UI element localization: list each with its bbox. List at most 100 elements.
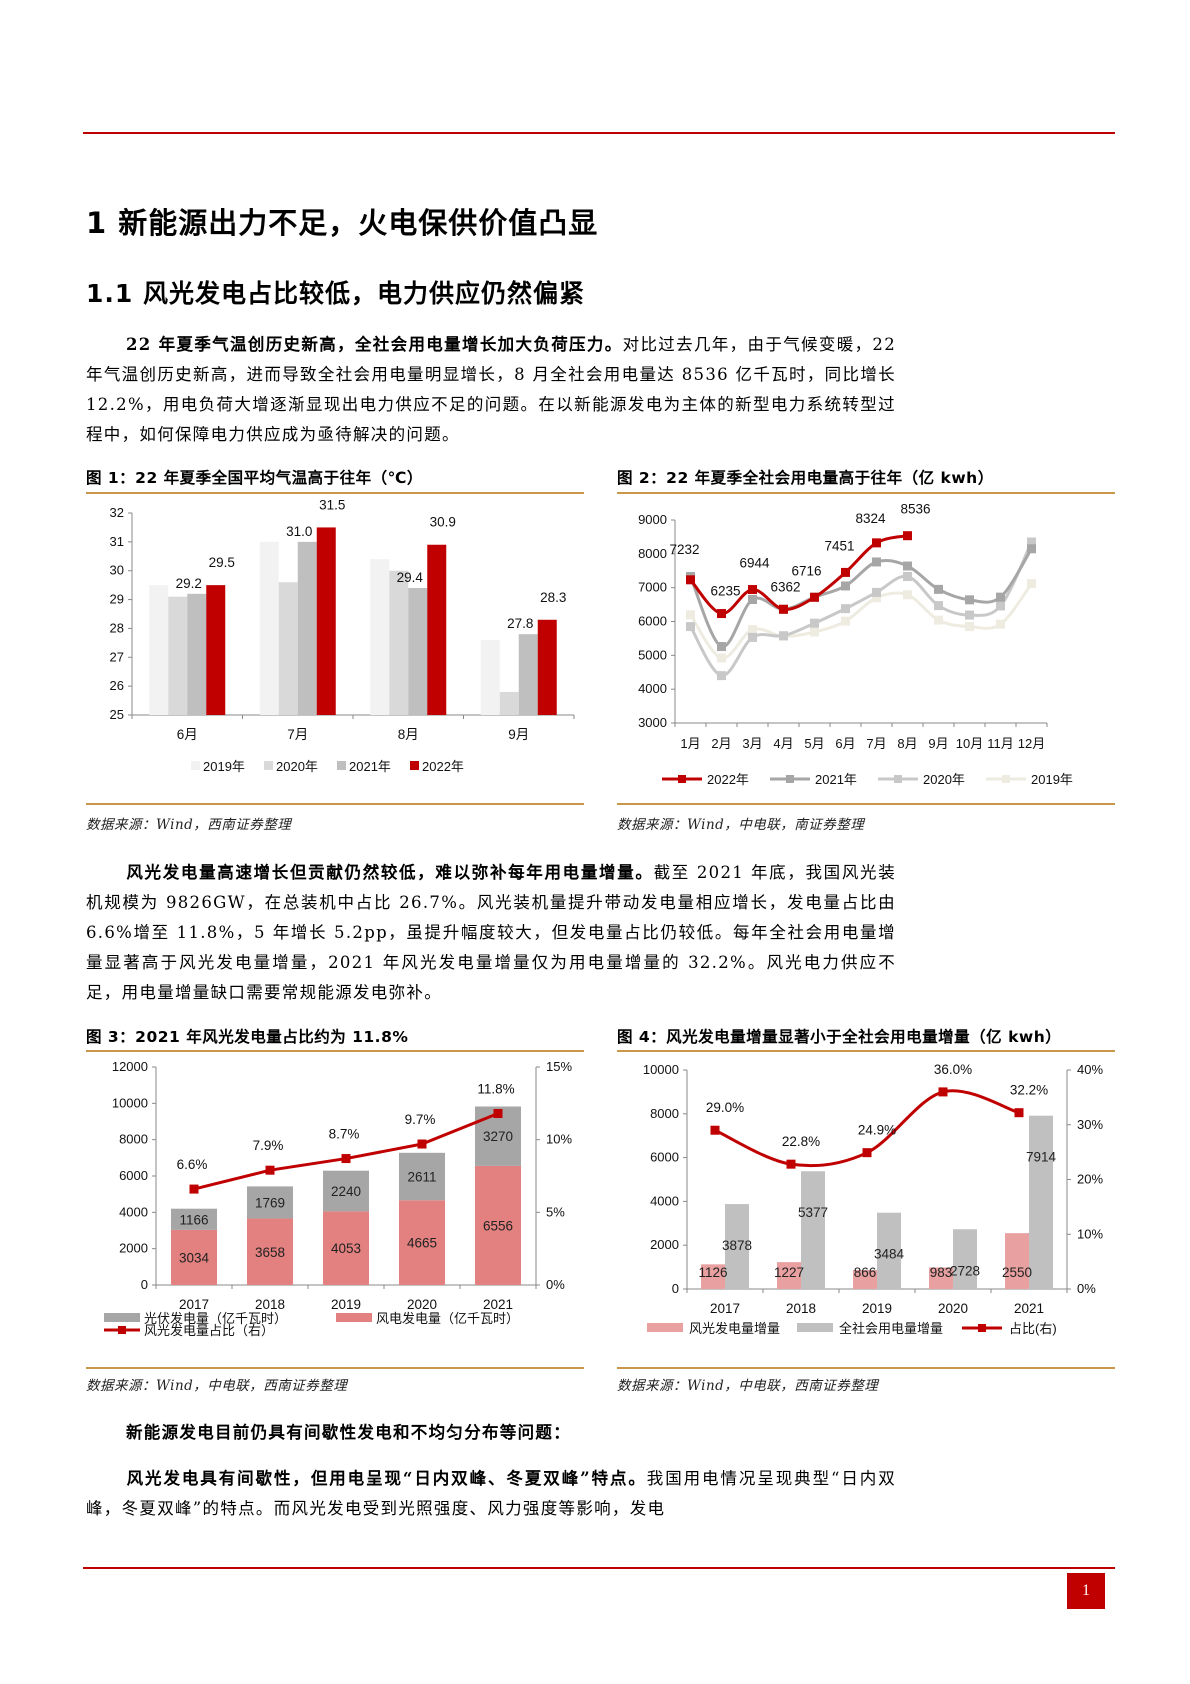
figure-3-bottom-rule: [86, 1367, 584, 1369]
svg-text:36.0%: 36.0%: [934, 1062, 972, 1077]
svg-text:光伏发电量（亿千瓦时）: 光伏发电量（亿千瓦时）: [144, 1311, 287, 1326]
figure-3-source: 数据来源：Wind，中电联，西南证券整理: [86, 1378, 348, 1394]
bar: [259, 541, 279, 715]
figure-2-bottom-rule: [617, 803, 1115, 805]
chart-1-body: 25 26 27 28 29 30 31 32 29.2 29.5 6月 31.0 31.5 7月 29.4…: [110, 497, 575, 774]
figure-1-source: 数据来源：Wind，西南证券整理: [86, 817, 292, 833]
header-rule: [83, 132, 1115, 134]
section-heading: 1 新能源出力不足，火电保供价值凸显: [86, 206, 599, 240]
svg-text:9.7%: 9.7%: [405, 1112, 436, 1127]
figure-4-top-rule: [617, 1050, 1115, 1052]
svg-text:5000: 5000: [638, 647, 667, 662]
bar: [297, 541, 317, 715]
bar: [427, 544, 447, 715]
svg-text:866: 866: [854, 1265, 877, 1280]
svg-text:29.2: 29.2: [176, 576, 202, 591]
svg-text:3878: 3878: [722, 1238, 752, 1253]
svg-text:29.5: 29.5: [209, 555, 235, 570]
figure-2-title: 图 2：22 年夏季全社会用电量高于往年（亿 kwh）: [617, 469, 994, 487]
paragraph-4: 风光发电具有间歇性，但用电呈现“日内双峰、冬夏双峰”特点。我国用电情况呈现典型“…: [86, 1464, 896, 1524]
svg-text:占比(右): 占比(右): [1009, 1321, 1057, 1336]
svg-text:2020: 2020: [938, 1301, 968, 1316]
svg-text:3000: 3000: [638, 715, 667, 730]
svg-text:6月: 6月: [835, 736, 855, 751]
figure-1-bottom-rule: [86, 803, 584, 805]
svg-text:6000: 6000: [638, 614, 667, 629]
svg-text:6235: 6235: [710, 584, 740, 599]
svg-text:2021: 2021: [483, 1297, 513, 1312]
svg-text:3484: 3484: [874, 1247, 905, 1262]
svg-text:6362: 6362: [770, 579, 800, 594]
bar: [499, 691, 519, 715]
svg-text:8月: 8月: [398, 727, 419, 742]
svg-text:0: 0: [141, 1277, 148, 1292]
paragraph-3-lead: 新能源发电目前仍具有间歇性发电和不均匀分布等问题：: [126, 1423, 571, 1442]
svg-text:9月: 9月: [508, 727, 529, 742]
svg-text:8000: 8000: [638, 546, 667, 561]
svg-text:4月: 4月: [773, 736, 793, 751]
svg-text:10月: 10月: [956, 736, 983, 751]
svg-text:31: 31: [110, 534, 124, 549]
svg-text:2550: 2550: [1002, 1265, 1032, 1280]
bar: [206, 585, 226, 715]
svg-text:6944: 6944: [739, 556, 770, 571]
svg-text:6000: 6000: [119, 1168, 148, 1183]
paragraph-1-lead: 22 年夏季气温创历史新高，全社会用电量增长加大负荷压力。: [126, 335, 623, 354]
svg-text:30.9: 30.9: [430, 515, 456, 530]
svg-text:31.5: 31.5: [319, 497, 345, 512]
bar: [537, 619, 557, 715]
svg-text:1月: 1月: [680, 736, 700, 751]
svg-text:27.8: 27.8: [507, 616, 533, 631]
svg-text:11.8%: 11.8%: [477, 1082, 514, 1097]
figure-1-chart: 25 26 27 28 29 30 31 32 29.2 29.5 6月 31.0 31.5 7月 29.4…: [110, 497, 575, 774]
svg-text:2月: 2月: [711, 736, 731, 751]
chart-4-body: 0 2000 4000 6000 8000 10000 0% 10% 20% 30% 40% 1126…: [643, 1062, 1104, 1336]
svg-text:7月: 7月: [287, 727, 308, 742]
svg-text:8000: 8000: [119, 1132, 148, 1147]
svg-text:2017: 2017: [710, 1301, 740, 1316]
svg-text:32: 32: [110, 505, 124, 520]
svg-text:6556: 6556: [483, 1218, 513, 1233]
chart-3-body: 0 2000 4000 6000 8000 10000 12000 0% 5% 10% 15% 303…: [104, 1059, 572, 1338]
svg-text:1166: 1166: [179, 1212, 208, 1227]
svg-text:2021: 2021: [1014, 1301, 1044, 1316]
svg-text:7232: 7232: [669, 542, 699, 557]
svg-text:2728: 2728: [950, 1263, 980, 1278]
figure-1-top-rule: [86, 492, 584, 494]
svg-text:2019年: 2019年: [203, 759, 245, 774]
paragraph-2-lead: 风光发电量高速增长但贡献仍然较低，难以弥补每年用电量增量。: [126, 863, 654, 882]
svg-text:0%: 0%: [1077, 1281, 1096, 1296]
bar: [389, 570, 409, 715]
paragraph-1: 22 年夏季气温创历史新高，全社会用电量增长加大负荷压力。对比过去几年，由于气候…: [86, 330, 896, 450]
paragraph-1-body: 对比过去几年，由于气候变暖，22 年气温创历史新高，进而导致全社会用电量明显增长…: [86, 335, 897, 444]
svg-text:11月: 11月: [987, 736, 1014, 751]
bar: [168, 596, 188, 715]
svg-text:2017: 2017: [179, 1297, 209, 1312]
svg-text:10%: 10%: [1077, 1226, 1103, 1241]
svg-text:7月: 7月: [866, 736, 886, 751]
svg-text:0: 0: [672, 1281, 679, 1296]
paragraph-2: 风光发电量高速增长但贡献仍然较低，难以弥补每年用电量增量。截至 2021 年底，…: [86, 858, 896, 1008]
figure-4-title: 图 4：风光发电量增量显著小于全社会用电量增量（亿 kwh）: [617, 1028, 1062, 1046]
figure-3-top-rule: [86, 1050, 584, 1052]
svg-text:风光发电量增量: 风光发电量增量: [689, 1321, 780, 1336]
svg-text:10000: 10000: [643, 1062, 679, 1077]
svg-text:2022年: 2022年: [707, 772, 749, 787]
svg-text:6000: 6000: [650, 1150, 679, 1165]
paragraph-4-lead: 风光发电具有间歇性，但用电呈现“日内双峰、冬夏双峰”特点。: [126, 1469, 647, 1488]
svg-text:8.7%: 8.7%: [329, 1127, 360, 1142]
svg-text:5月: 5月: [804, 736, 824, 751]
svg-text:1227: 1227: [774, 1265, 804, 1280]
svg-text:2240: 2240: [331, 1184, 361, 1199]
svg-text:2018: 2018: [786, 1301, 816, 1316]
paragraph-3: 新能源发电目前仍具有间歇性发电和不均匀分布等问题：: [86, 1418, 896, 1448]
svg-text:2022年: 2022年: [422, 759, 464, 774]
svg-text:24.9%: 24.9%: [858, 1123, 896, 1138]
footer-rule: [83, 1567, 1115, 1569]
svg-text:2020: 2020: [407, 1297, 437, 1312]
svg-text:28: 28: [110, 620, 124, 635]
svg-text:3270: 3270: [483, 1129, 513, 1144]
svg-text:3034: 3034: [179, 1250, 210, 1265]
svg-text:15%: 15%: [546, 1059, 572, 1074]
svg-text:2611: 2611: [407, 1170, 436, 1185]
